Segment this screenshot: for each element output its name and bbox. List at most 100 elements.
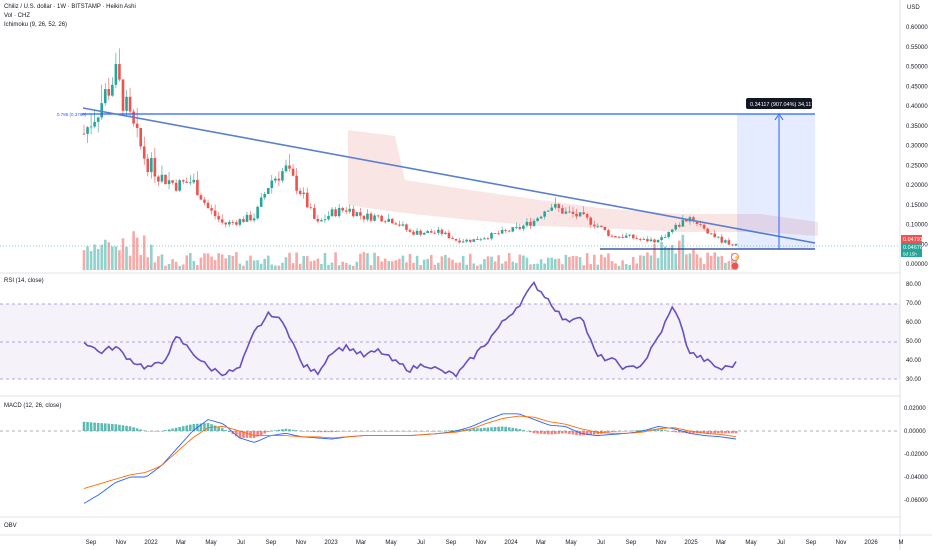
candle-body [476, 239, 479, 240]
macd-histogram-bar [415, 431, 419, 432]
macd-histogram-bar [539, 431, 543, 434]
macd-histogram-bar [550, 431, 554, 435]
macd-histogram-bar [206, 422, 210, 431]
macd-histogram-bar [224, 429, 228, 431]
macd-histogram-bar [529, 431, 532, 433]
candle-body [157, 176, 160, 182]
candle-body [461, 241, 465, 243]
macd-histogram-bar [585, 431, 589, 436]
macd-histogram-bar [603, 431, 607, 434]
macd-histogram-bar [702, 431, 706, 434]
macd-histogram-bar [153, 431, 157, 432]
macd-histogram-bar [302, 431, 305, 432]
volume-bar [444, 254, 447, 270]
volume-bar [624, 263, 628, 270]
volume-bar [582, 265, 585, 270]
candle-body [334, 209, 337, 217]
candle-body [210, 208, 213, 211]
volume-bar [490, 256, 493, 270]
macd-histogram-bar [631, 430, 635, 432]
volume-bar [564, 254, 568, 270]
candle-body [352, 208, 355, 217]
candle-body [525, 221, 529, 226]
macd-histogram-bar [571, 431, 575, 435]
price-tick-label: 0.35000 [906, 124, 928, 130]
candle-body [532, 220, 536, 226]
candle-body [507, 230, 511, 232]
candle-body [670, 229, 674, 233]
candle-body [614, 236, 617, 238]
macd-histogram-bar [291, 429, 295, 431]
trendline[interactable] [82, 107, 816, 244]
macd-histogram-bar [146, 431, 150, 432]
macd-histogram-bar [103, 423, 107, 431]
volume-bar [139, 254, 142, 270]
volume-bar [327, 264, 330, 270]
macd-pane [82, 413, 738, 504]
macd-histogram-bar [536, 431, 539, 434]
flag-icon[interactable] [731, 262, 739, 270]
rsi-pane [83, 281, 737, 378]
candle-body [454, 238, 458, 241]
macd-histogram-bar [656, 428, 660, 431]
macd-histogram-bar [390, 431, 394, 432]
price-tick-label: 0.20000 [906, 183, 928, 189]
macd-histogram-bar [150, 431, 153, 432]
macd-histogram-bar [199, 423, 203, 431]
candle-body [465, 239, 468, 242]
candle-body [585, 214, 589, 218]
macd-histogram-bar [341, 431, 344, 432]
candle-body [699, 224, 702, 225]
volume-bar [692, 248, 695, 270]
volume-bar [206, 253, 210, 270]
volume-bar [667, 247, 670, 270]
volume-bar [585, 253, 589, 270]
volume-bar [724, 262, 727, 270]
candle-body [302, 192, 305, 195]
candle-body [153, 158, 157, 177]
candle-body [419, 230, 422, 235]
macd-histogram-bar [706, 431, 709, 434]
candle-body [89, 126, 93, 128]
time-tick-label: 2026 [864, 540, 878, 546]
ichimoku-cloud [348, 130, 818, 236]
volume-bar [390, 261, 394, 270]
candle-body [337, 207, 341, 217]
time-tick-label: Nov [476, 540, 487, 546]
candle-body [376, 215, 380, 217]
macd-histogram-bar [128, 426, 132, 431]
volume-bar [220, 254, 224, 270]
rsi-tick-label: 60.00 [906, 320, 922, 326]
rsi-line [83, 281, 737, 378]
macd-histogram-bar [355, 431, 359, 432]
time-tick-label: May [745, 540, 756, 546]
candle-body [380, 215, 383, 222]
macd-histogram-bar [582, 431, 585, 436]
candle-body [706, 228, 709, 234]
volume-bar [642, 255, 646, 270]
macd-histogram-bar [96, 422, 100, 431]
candle-body [653, 239, 656, 243]
time-tick-label: May [385, 540, 396, 546]
candle-body [405, 224, 408, 230]
macd-histogram-bar [511, 427, 515, 431]
flash-icon[interactable] [731, 253, 739, 261]
volume-bar [614, 263, 617, 270]
volume-bar [518, 254, 522, 270]
macd-histogram-bar [330, 431, 334, 433]
time-tick-label: Sep [86, 540, 97, 546]
candle-body [121, 79, 125, 111]
candle-body [344, 210, 348, 212]
macd-histogram-bar [525, 431, 529, 432]
candle-body [631, 234, 635, 239]
measure-box[interactable] [737, 114, 815, 249]
rsi-band [0, 304, 900, 379]
volume-bar [674, 253, 678, 270]
macd-histogram-bar [515, 428, 518, 431]
candle-body [422, 232, 426, 235]
volume-bar [235, 252, 238, 270]
macd-histogram-bar [220, 428, 224, 431]
candle-body [440, 229, 444, 234]
time-tick-label: M [899, 540, 904, 546]
candle-body [713, 233, 717, 238]
